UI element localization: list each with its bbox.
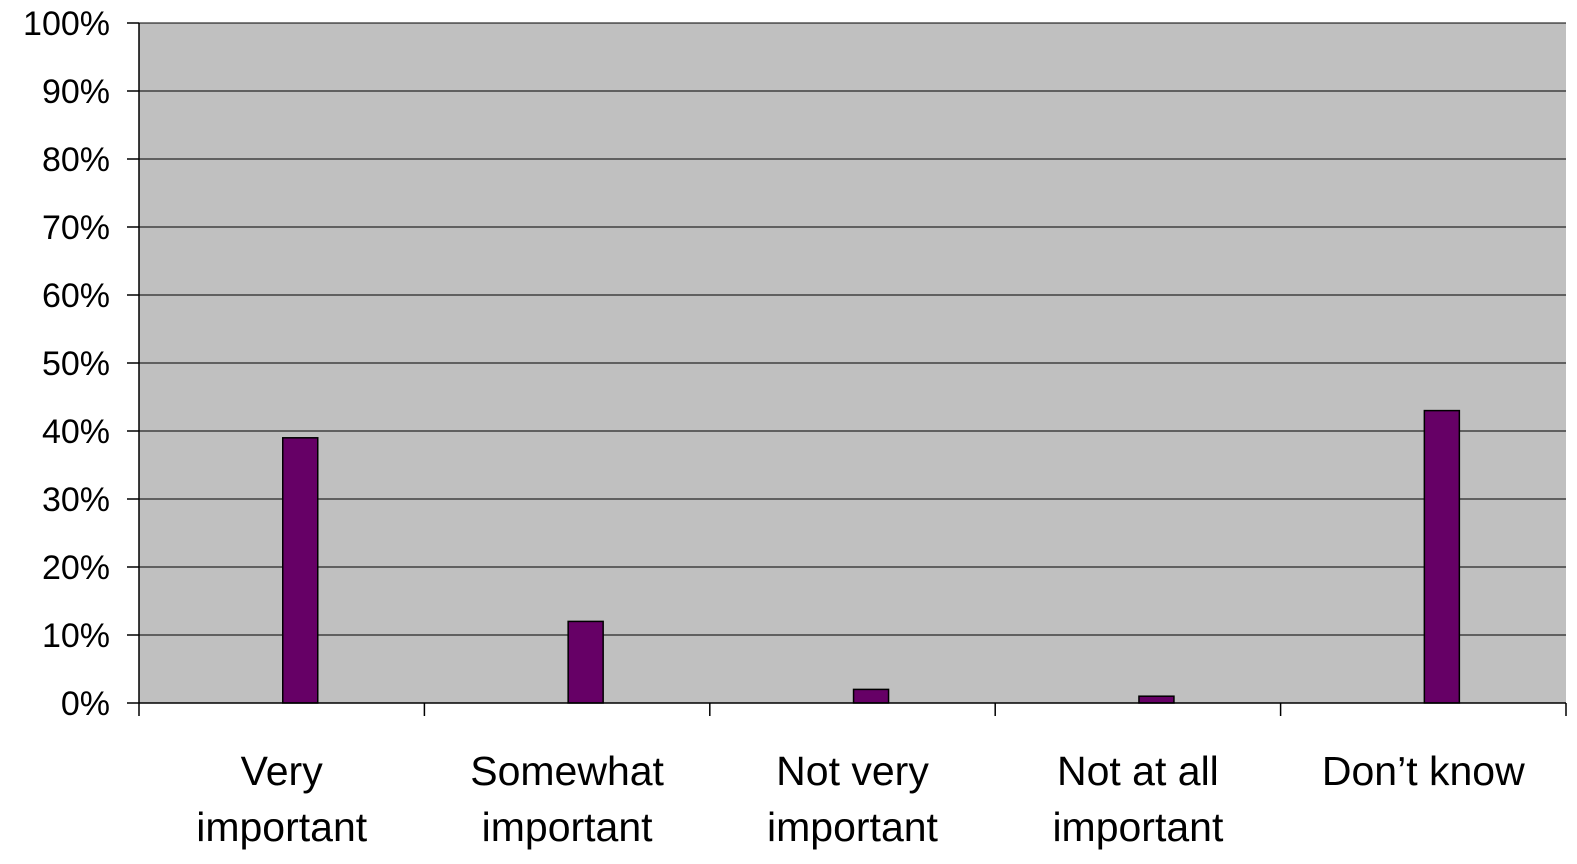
bar <box>1423 409 1461 704</box>
y-tick-label: 40% <box>42 413 110 451</box>
y-axis-ticks: 0% 10% 20% 30% 40% 50% 60% 70% 80% 90% 100% <box>23 5 139 723</box>
x-axis-ticks: Very important Somewhat important Not very im… <box>138 703 1567 850</box>
y-tick-label: 20% <box>42 549 110 587</box>
y-tick-label: 50% <box>42 345 110 383</box>
x-tick-label: Somewhat important <box>470 748 664 850</box>
x-tick-label: Not at all important <box>1052 748 1224 850</box>
y-tick-label: 90% <box>42 73 110 111</box>
y-tick-label: 0% <box>61 685 110 723</box>
y-tick-label: 80% <box>42 141 110 179</box>
x-tick-label: Don’t know <box>1322 748 1525 794</box>
y-tick-label: 30% <box>42 481 110 519</box>
bar <box>852 688 890 704</box>
bar <box>1138 695 1175 704</box>
x-tick-label: Very important <box>196 748 368 850</box>
bar <box>282 437 319 704</box>
x-tick-label: Not very important <box>767 748 939 850</box>
y-tick-label: 10% <box>42 617 110 655</box>
bars <box>282 409 1461 704</box>
y-tick-label: 60% <box>42 277 110 315</box>
y-tick-label: 100% <box>23 5 110 43</box>
y-tick-label: 70% <box>42 209 110 247</box>
gridlines <box>139 22 1566 636</box>
bar <box>567 620 604 704</box>
